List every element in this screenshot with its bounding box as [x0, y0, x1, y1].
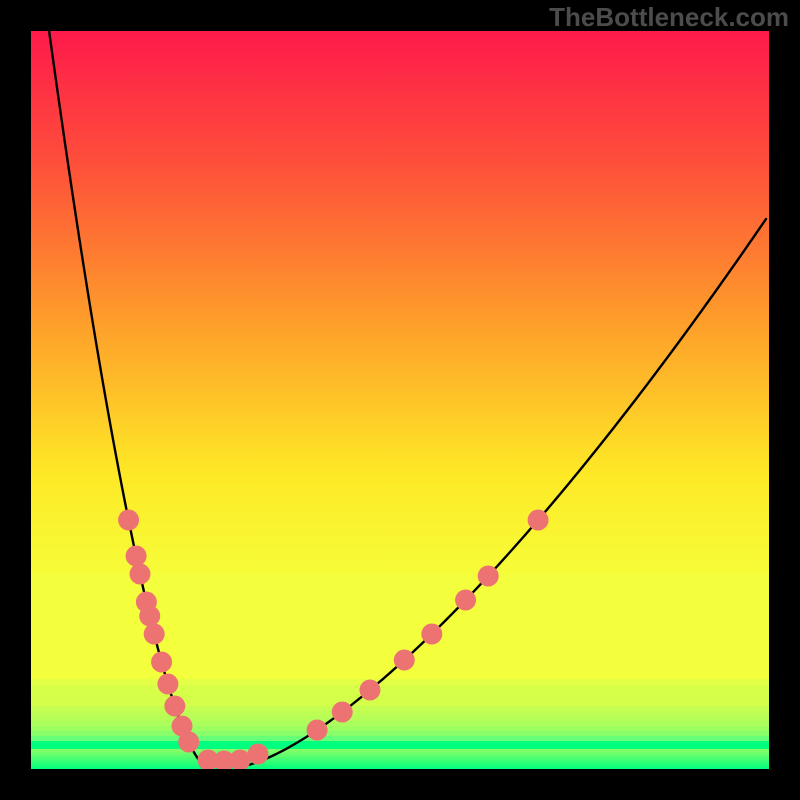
- strip-band: [31, 600, 769, 619]
- plot-frame: [31, 31, 769, 769]
- watermark-text: TheBottleneck.com: [549, 2, 789, 33]
- strip-band: [31, 648, 769, 679]
- strip-band: [31, 574, 769, 600]
- lower-strip-bands: [31, 574, 769, 749]
- strip-band: [31, 619, 769, 632]
- strip-band: [31, 632, 769, 648]
- strip-band: [31, 741, 769, 749]
- strip-band: [31, 685, 769, 695]
